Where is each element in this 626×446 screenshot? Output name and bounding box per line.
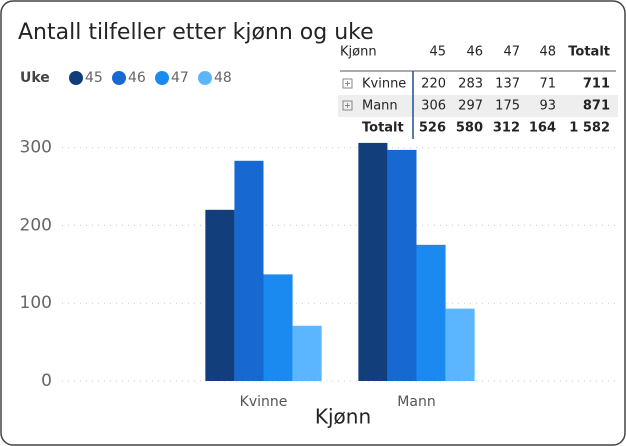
table-cell: 175 <box>495 99 520 114</box>
table-cell: 297 <box>458 99 483 114</box>
table-total: Totalt <box>362 121 404 136</box>
bar <box>263 274 293 381</box>
y-tick-label: 300 <box>20 138 52 158</box>
table-header: 47 <box>503 45 520 60</box>
x-axis-label: Kjønn <box>315 405 371 429</box>
table-total: 164 <box>529 121 556 136</box>
chart-title: Antall tilfeller etter kjønn og uke <box>18 20 374 45</box>
legend-label: 47 <box>171 70 189 86</box>
y-tick-label: 100 <box>20 293 52 313</box>
table-total: 1 582 <box>569 121 610 136</box>
expand-icon <box>345 103 350 108</box>
legend-swatch <box>112 71 126 85</box>
table-cell: 220 <box>421 77 446 92</box>
y-tick-label: 200 <box>20 215 52 235</box>
table-cell: 71 <box>539 77 556 92</box>
bar <box>205 209 235 381</box>
legend-swatch <box>198 71 212 85</box>
table-cell: Kvinne <box>362 77 406 92</box>
row-bg <box>338 95 618 117</box>
expand-icons <box>342 78 353 111</box>
x-tick-label: Kvinne <box>240 394 288 410</box>
expand-icon[interactable] <box>342 78 353 89</box>
legend-label: 48 <box>214 70 232 86</box>
table-cell: 871 <box>583 99 610 114</box>
x-tick-label: Mann <box>397 394 435 410</box>
legend-title: Uke <box>20 70 50 86</box>
bar <box>416 244 446 381</box>
table-cell: 283 <box>458 77 483 92</box>
expand-icon <box>345 81 350 86</box>
table-header: 46 <box>466 45 483 60</box>
bar <box>358 142 388 381</box>
bar <box>292 325 322 381</box>
table-cell: 306 <box>421 99 446 114</box>
bar <box>234 160 264 381</box>
table-header: Totalt <box>568 45 610 60</box>
expand-icon[interactable] <box>342 100 353 111</box>
table-header: 48 <box>539 45 556 60</box>
table-cell: 711 <box>583 77 610 92</box>
table-total: 580 <box>456 121 483 136</box>
legend-swatch <box>155 71 169 85</box>
table-header: 45 <box>429 45 446 60</box>
legend-label: 46 <box>128 70 146 86</box>
legend-swatch <box>69 71 83 85</box>
table-cell: 137 <box>495 77 520 92</box>
table-cell: Mann <box>362 99 398 114</box>
bar <box>387 149 417 381</box>
table-cell: 93 <box>539 99 556 114</box>
bar <box>445 308 475 381</box>
legend-label: 45 <box>85 70 103 86</box>
table-total: 526 <box>419 121 446 136</box>
table-header: Kjønn <box>340 45 377 60</box>
table-total: 312 <box>493 121 520 136</box>
y-tick-label: 0 <box>41 371 52 391</box>
